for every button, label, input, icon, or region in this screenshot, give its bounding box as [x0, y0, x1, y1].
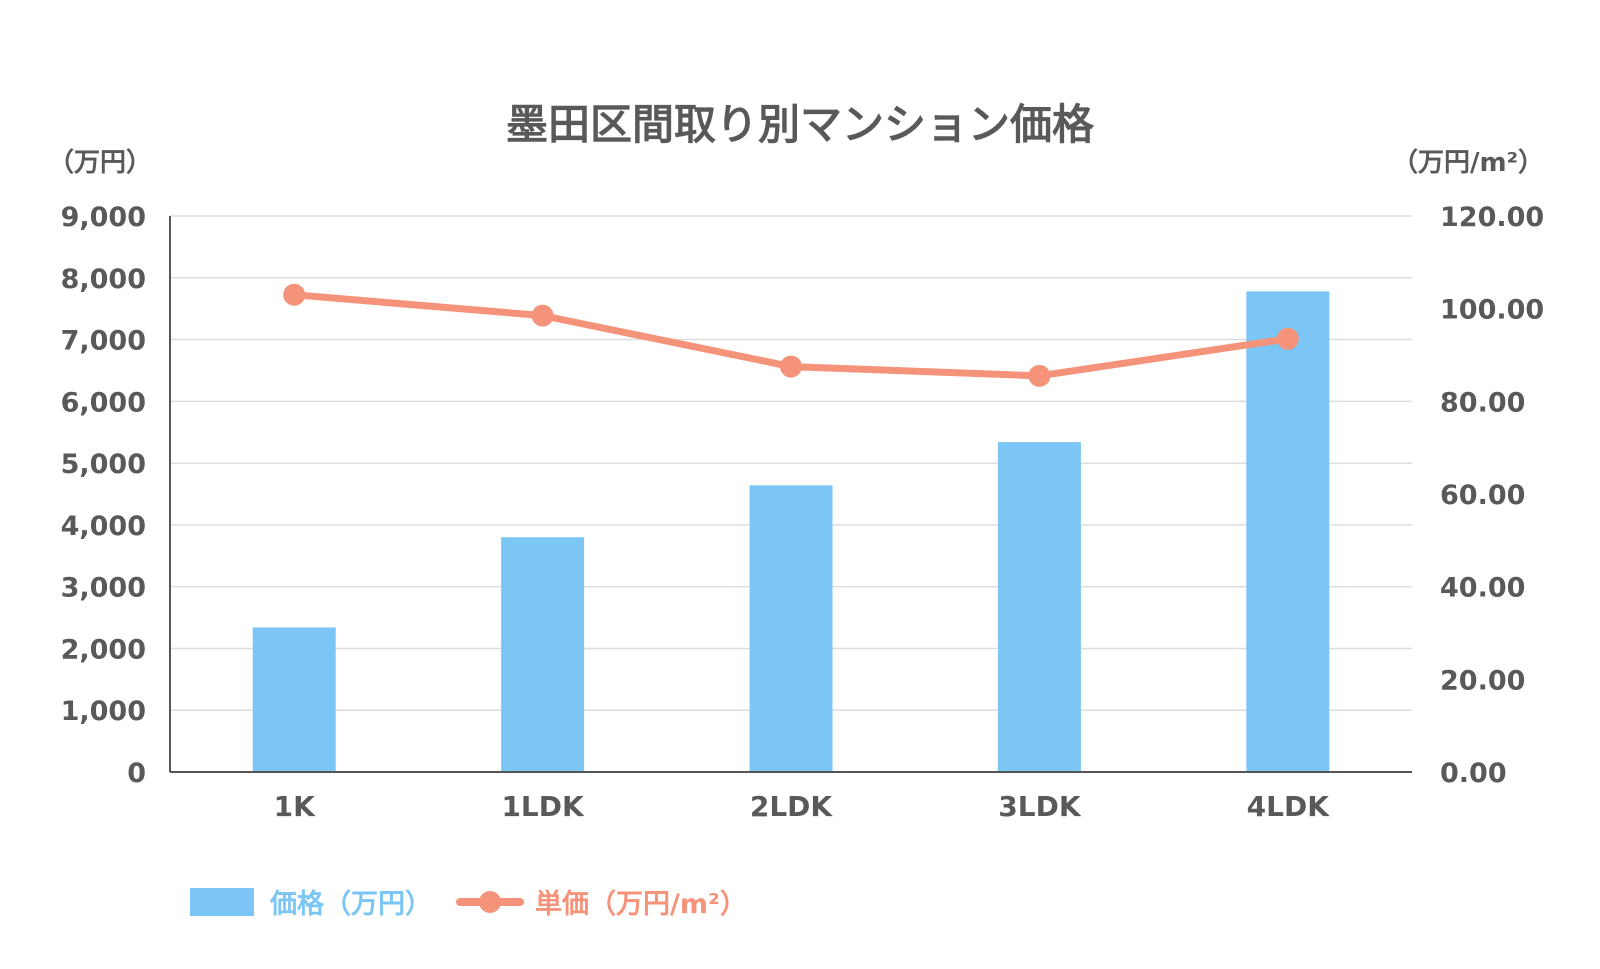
point-1LDK: [531, 304, 554, 327]
point-4LDK: [1276, 327, 1299, 350]
gridlines: [170, 215, 1412, 711]
left-axis-unit: （万円）: [48, 148, 152, 178]
category-label: 1K: [274, 790, 316, 823]
bar-3LDK: [997, 442, 1081, 772]
bar-series: [252, 291, 1330, 772]
line-series: [283, 283, 1299, 387]
right-tick-labels: 0.00 20.00 40.00 60.00 80.00 100.00 120.00: [1440, 202, 1544, 789]
right-tick-label: 20.00: [1440, 665, 1525, 696]
right-tick-label: 80.00: [1440, 387, 1525, 418]
bar-2LDK: [749, 485, 833, 772]
left-tick-label: 1,000: [61, 696, 146, 727]
left-tick-labels: 0 1,000 2,000 3,000 4,000 5,000 6,000 7,000 8,00…: [61, 202, 146, 789]
point-1K: [283, 283, 306, 306]
left-tick-label: 3,000: [61, 573, 146, 604]
point-3LDK: [1028, 364, 1051, 387]
legend-line-marker: [479, 891, 501, 913]
left-tick-label: 5,000: [61, 449, 146, 480]
legend: 価格（万円） 単価（万円/m²）: [190, 888, 747, 920]
bar-1LDK: [501, 537, 585, 772]
category-label: 1LDK: [501, 790, 585, 823]
category-label: 3LDK: [998, 790, 1082, 823]
left-tick-label: 7,000: [61, 326, 146, 357]
chart-title: 墨田区間取り別マンション価格: [506, 100, 1095, 149]
bar-4LDK: [1246, 291, 1330, 772]
category-label: 4LDK: [1247, 790, 1331, 823]
left-tick-label: 2,000: [61, 634, 146, 665]
left-tick-label: 4,000: [61, 511, 146, 542]
right-tick-label: 120.00: [1440, 202, 1544, 233]
legend-bar-label: 価格（万円）: [269, 889, 432, 920]
bar-1K: [252, 627, 336, 772]
left-tick-label: 9,000: [61, 202, 146, 233]
category-label: 2LDK: [750, 790, 834, 823]
left-tick-label: 6,000: [61, 387, 146, 418]
axes: [169, 216, 1412, 773]
legend-line-label: 単価（万円/m²）: [535, 888, 747, 920]
right-tick-label: 100.00: [1440, 295, 1544, 326]
right-tick-label: 60.00: [1440, 480, 1525, 511]
point-2LDK: [780, 355, 802, 378]
right-tick-label: 0.00: [1440, 758, 1507, 789]
left-tick-label: 8,000: [61, 264, 146, 295]
right-axis-unit: （万円/m²）: [1392, 148, 1544, 178]
left-tick-label: 0: [127, 758, 146, 789]
category-labels: 1K 1LDK 2LDK 3LDK 4LDK: [274, 790, 1331, 823]
right-tick-label: 40.00: [1440, 573, 1525, 604]
legend-bar-swatch: [190, 888, 254, 916]
